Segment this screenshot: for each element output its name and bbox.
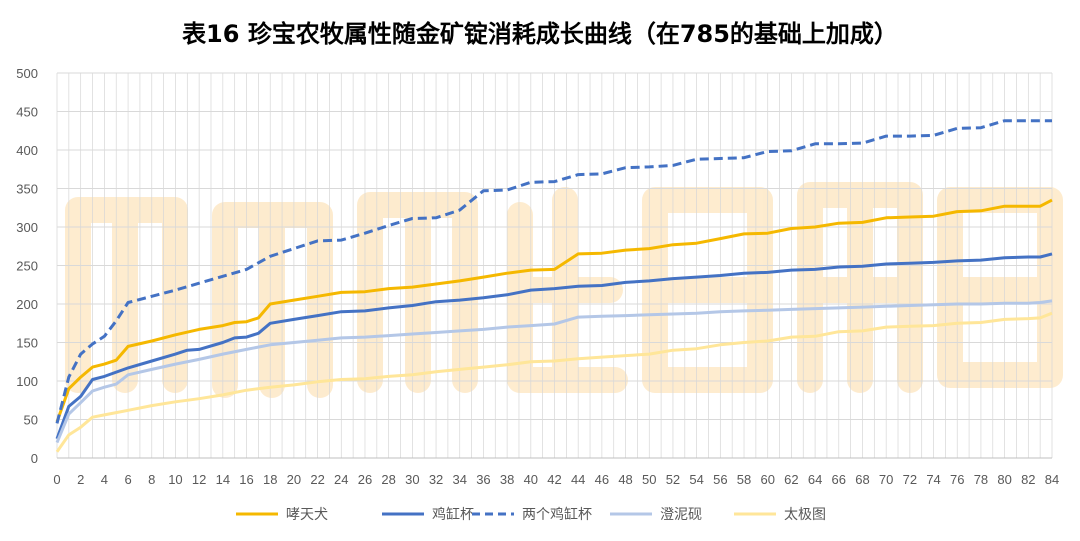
x-tick-label: 66: [832, 472, 846, 487]
watermark: [65, 182, 1063, 398]
x-tick-label: 58: [737, 472, 751, 487]
legend-label-1: 鸡缸杯: [432, 506, 474, 523]
x-tick-label: 42: [547, 472, 561, 487]
series-layer: [55, 119, 1053, 453]
y-tick-label: 500: [16, 66, 38, 81]
series-line-1: [55, 252, 1053, 440]
watermark-glyph-1: [212, 202, 333, 398]
x-tick-label: 20: [287, 472, 301, 487]
y-tick-label: 0: [31, 451, 38, 466]
x-axis: 0 2 4 6 8 10 12 14 16 18 20 22 24 26 28 30 32 34 36 38 40 42 4…: [53, 457, 1059, 487]
x-tick-label: 28: [381, 472, 395, 487]
watermark-glyph-4: [642, 187, 773, 393]
x-tick-label: 36: [476, 472, 490, 487]
x-tick-label: 34: [453, 472, 467, 487]
chart-title: 表16 珍宝农牧属性随金矿锭消耗成长曲线（在785的基础上加成）: [182, 20, 898, 48]
x-tick-label: 18: [263, 472, 277, 487]
x-tick-label: 46: [595, 472, 609, 487]
x-tick-label: 6: [124, 472, 131, 487]
legend: 哮天犬 鸡缸杯 两个鸡缸杯 澄泥砚 太极图: [236, 506, 826, 523]
y-axis: 0 50 100 150 200 250 300 350 400 450 500: [16, 66, 38, 466]
series-line-3: [55, 299, 1053, 444]
x-tick-label: 24: [334, 472, 348, 487]
x-tick-label: 44: [571, 472, 585, 487]
y-tick-label: 50: [24, 413, 38, 428]
x-tick-label: 54: [689, 472, 703, 487]
x-tick-label: 4: [101, 472, 108, 487]
x-tick-label: 84: [1045, 472, 1059, 487]
watermark-glyph-2: [357, 192, 478, 393]
chart-grid: [56, 72, 1053, 459]
x-tick-label: 22: [310, 472, 324, 487]
x-tick-label: 30: [405, 472, 419, 487]
y-tick-label: 300: [16, 220, 38, 235]
x-tick-label: 76: [950, 472, 964, 487]
x-tick-label: 74: [926, 472, 940, 487]
watermark-glyph-3: [507, 187, 628, 393]
watermark-glyph-6: [937, 187, 1063, 388]
legend-label-2: 两个鸡缸杯: [522, 506, 592, 523]
y-tick-label: 400: [16, 143, 38, 158]
series-line-2: [55, 119, 1052, 424]
x-tick-label: 40: [524, 472, 538, 487]
y-tick-label: 450: [16, 105, 38, 120]
x-tick-label: 14: [216, 472, 230, 487]
x-tick-label: 52: [666, 472, 680, 487]
x-tick-label: 50: [642, 472, 656, 487]
y-tick-label: 350: [16, 182, 38, 197]
x-tick-label: 78: [974, 472, 988, 487]
x-tick-label: 64: [808, 472, 822, 487]
x-tick-label: 62: [784, 472, 798, 487]
x-tick-label: 60: [760, 472, 774, 487]
x-tick-label: 0: [53, 472, 60, 487]
series-line-0: [55, 198, 1053, 423]
x-tick-label: 38: [500, 472, 514, 487]
y-tick-label: 200: [16, 297, 38, 312]
x-tick-label: 48: [618, 472, 632, 487]
legend-label-3: 澄泥砚: [660, 507, 702, 523]
x-tick-label: 72: [903, 472, 917, 487]
x-tick-label: 82: [1021, 472, 1035, 487]
x-tick-label: 26: [358, 472, 372, 487]
x-tick-label: 10: [168, 472, 182, 487]
x-tick-label: 12: [192, 472, 206, 487]
x-tick-label: 2: [77, 472, 84, 487]
y-tick-label: 150: [16, 336, 38, 351]
y-tick-label: 250: [16, 259, 38, 274]
legend-label-4: 太极图: [784, 507, 826, 523]
x-tick-label: 70: [879, 472, 893, 487]
x-tick-label: 16: [239, 472, 253, 487]
series-line-4: [55, 311, 1053, 453]
legend-label-0: 哮天犬: [286, 507, 328, 523]
y-tick-label: 100: [16, 374, 38, 389]
x-tick-label: 32: [429, 472, 443, 487]
x-tick-label: 68: [855, 472, 869, 487]
x-tick-label: 56: [713, 472, 727, 487]
x-tick-label: 8: [148, 472, 155, 487]
x-tick-label: 80: [997, 472, 1011, 487]
